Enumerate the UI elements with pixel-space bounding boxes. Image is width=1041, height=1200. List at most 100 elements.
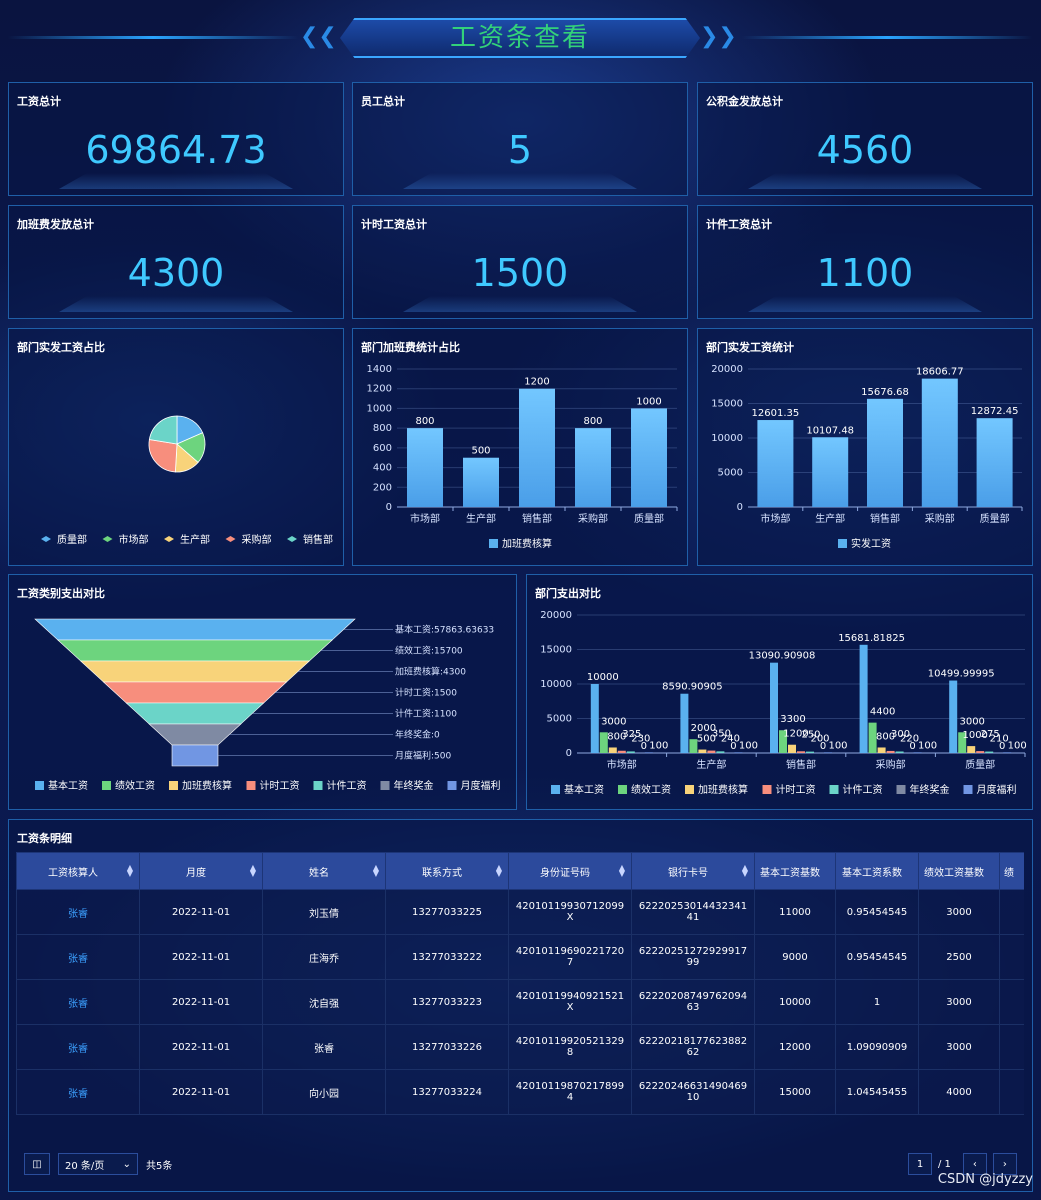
- page-size-select[interactable]: 20 条/页 ⌄: [58, 1153, 138, 1175]
- bar: [631, 408, 667, 507]
- stat-label: 公积金发放总计: [706, 95, 783, 108]
- table-cell: 10000: [754, 979, 836, 1025]
- table-cell: 9000: [754, 934, 836, 980]
- table-cell: 张睿: [262, 1024, 386, 1070]
- data-label: 240: [721, 733, 740, 744]
- table-cell[interactable]: 张睿: [16, 1069, 140, 1115]
- data-label: 3000: [601, 716, 626, 727]
- y-tick-label: 10000: [711, 433, 743, 444]
- x-tick-label: 采购部: [925, 512, 955, 525]
- stat-value: 4560: [816, 128, 914, 172]
- data-label: 10000: [587, 672, 619, 683]
- legend-label: 月度福利: [461, 779, 501, 792]
- table-cell: 2022-11-01: [139, 934, 263, 980]
- bar: [921, 378, 958, 507]
- stat-value: 1500: [471, 251, 569, 295]
- pie-chart: 质量部 市场部 生产部 采购部 销售部: [41, 415, 333, 546]
- funnel-label: 月度福利:500: [395, 750, 451, 762]
- stat-stage: [59, 296, 293, 312]
- column-header[interactable]: 身份证号码 ▲ ▼: [508, 852, 632, 890]
- y-tick-label: 0: [737, 502, 743, 513]
- legend-swatch: [551, 785, 560, 794]
- table-cell: 42010119930712099X: [508, 889, 632, 935]
- y-tick-label: 400: [373, 463, 392, 474]
- bar: [859, 644, 868, 753]
- panel-title: 工资类别支出对比: [17, 587, 105, 600]
- bar: [716, 751, 725, 753]
- table-cell: 6222025301443234141: [631, 889, 755, 935]
- x-tick-label: 生产部: [696, 758, 726, 771]
- legend-swatch: [313, 781, 323, 790]
- table-cell[interactable]: 张睿: [16, 934, 140, 980]
- bar: [608, 747, 617, 753]
- pie-slice: [148, 415, 178, 445]
- stat-card-employees: 员工总计 5: [352, 82, 688, 196]
- table-cell: 6222025127292991799: [631, 934, 755, 980]
- stat-card-overtime: 加班费发放总计 4300: [8, 205, 344, 319]
- table-cell[interactable]: 张睿: [16, 1024, 140, 1070]
- x-tick-label: 市场部: [410, 512, 440, 525]
- dept-salary-bar-chart: 0 5000 10000 15000 20000 市场部 生产部 销售部 采购部 质量部 12601…: [711, 364, 1023, 550]
- prev-page-button[interactable]: ‹: [962, 1153, 987, 1175]
- next-page-button[interactable]: ›: [992, 1153, 1017, 1175]
- stat-value: 4300: [127, 251, 225, 295]
- table-cell: 3000: [918, 889, 1000, 935]
- data-label: 12601.35: [752, 408, 800, 419]
- y-tick-label: 800: [373, 423, 392, 434]
- bar: [958, 732, 967, 753]
- legend-swatch: [380, 781, 390, 790]
- legend-label: 年终奖金: [394, 779, 434, 792]
- funnel-label: 绩效工资:15700: [395, 645, 463, 657]
- data-label: 500: [697, 734, 716, 745]
- legend-swatch: [164, 536, 174, 542]
- bar: [976, 751, 985, 753]
- data-label: 0: [820, 741, 826, 752]
- data-label: 8590.90905: [662, 682, 722, 693]
- table-cell: 13277033224: [385, 1069, 509, 1115]
- column-settings-icon[interactable]: ◫: [24, 1153, 50, 1175]
- table-cell[interactable]: 张睿: [16, 979, 140, 1025]
- column-header[interactable]: 绩效工资基数: [918, 852, 1000, 890]
- funnel-label: 计件工资:1100: [395, 708, 457, 720]
- page-input[interactable]: 1: [908, 1153, 932, 1175]
- table-cell[interactable]: 张睿: [16, 889, 140, 935]
- bar: [949, 680, 958, 753]
- table-cell: 3000: [918, 1024, 1000, 1070]
- stat-label: 员工总计: [361, 95, 405, 108]
- column-header[interactable]: 工资核算人 ▲ ▼: [16, 852, 140, 890]
- bar: [788, 744, 796, 753]
- table-cell: 0.95454545: [835, 934, 919, 980]
- funnel-label: 加班费核算:4300: [395, 666, 466, 678]
- table-cell: 6222021817762388262: [631, 1024, 755, 1070]
- column-header[interactable]: 银行卡号 ▲ ▼: [631, 852, 755, 890]
- watermark: CSDN @jdyzzy: [937, 1172, 1033, 1187]
- column-header[interactable]: 月度 ▲ ▼: [139, 852, 263, 890]
- column-header[interactable]: 基本工资系数: [835, 852, 919, 890]
- y-tick-label: 0: [566, 748, 572, 759]
- bar: [770, 662, 778, 753]
- table-cell: 2022-11-01: [139, 889, 263, 935]
- table-cell: 6222024663149046910: [631, 1069, 755, 1115]
- table-cell: [999, 1024, 1024, 1070]
- stat-stage: [748, 296, 982, 312]
- bar: [1003, 752, 1012, 753]
- sort-icon: ▲ ▼: [372, 863, 379, 878]
- stat-label: 工资总计: [17, 95, 61, 108]
- bar: [868, 722, 877, 753]
- x-tick-label: 生产部: [815, 512, 845, 525]
- bar: [644, 752, 653, 753]
- column-header[interactable]: 基本工资基数: [754, 852, 836, 890]
- header: ❮❮ ❯❯ 工资条查看: [0, 0, 1041, 80]
- column-header[interactable]: 姓名 ▲ ▼: [262, 852, 386, 890]
- sort-icon: ▲ ▼: [618, 863, 625, 878]
- page-total: / 1: [938, 1158, 951, 1170]
- table-cell: 3000: [918, 979, 1000, 1025]
- table-cell: 11000: [754, 889, 836, 935]
- data-label: 230: [631, 733, 650, 744]
- legend-swatch: [102, 536, 113, 542]
- chevron-right-icon: ❯❯: [700, 24, 737, 49]
- column-header[interactable]: 绩: [999, 852, 1024, 890]
- column-header[interactable]: 联系方式 ▲ ▼: [385, 852, 509, 890]
- bar: [913, 752, 922, 753]
